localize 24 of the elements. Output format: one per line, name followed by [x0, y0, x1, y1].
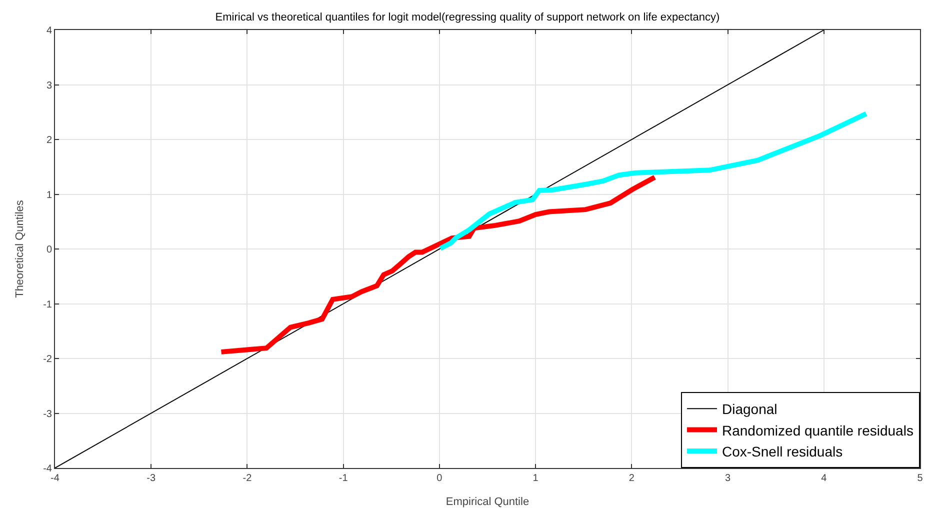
y-tick-label: -1: [43, 299, 52, 310]
y-tick-label: -4: [43, 464, 52, 474]
y-tick-label: -3: [43, 408, 52, 420]
x-tick-label: 1: [532, 473, 539, 484]
x-tick-label: -3: [146, 473, 156, 484]
x-tick-label: 2: [628, 473, 635, 484]
x-tick-label: -1: [338, 473, 348, 484]
y-tick-label: 2: [46, 135, 52, 146]
y-tick-label: 1: [46, 190, 52, 201]
x-tick-label: 0: [436, 473, 443, 484]
x-tick-label: 3: [725, 473, 731, 484]
legend-label: Randomized quantile residuals: [722, 422, 914, 438]
y-axis-title: Theoretical Quntiles: [14, 200, 26, 298]
y-tick-label: -2: [43, 354, 52, 365]
x-tick-label: 5: [917, 473, 924, 484]
x-tick-label: 4: [821, 473, 828, 484]
y-tick-label: 0: [46, 244, 52, 256]
x-tick-label: -2: [242, 473, 252, 484]
y-tick-label: 4: [46, 26, 52, 36]
legend-label: Cox-Snell residuals: [722, 443, 843, 460]
y-tick-label: 3: [46, 80, 52, 92]
x-axis-title: Empirical Quntile: [446, 496, 530, 508]
legend-label: Diagonal: [722, 401, 778, 418]
chart-title: Emirical vs theoretical quantiles for logit model(regressing quality of support network on life expectancy): [215, 11, 720, 24]
